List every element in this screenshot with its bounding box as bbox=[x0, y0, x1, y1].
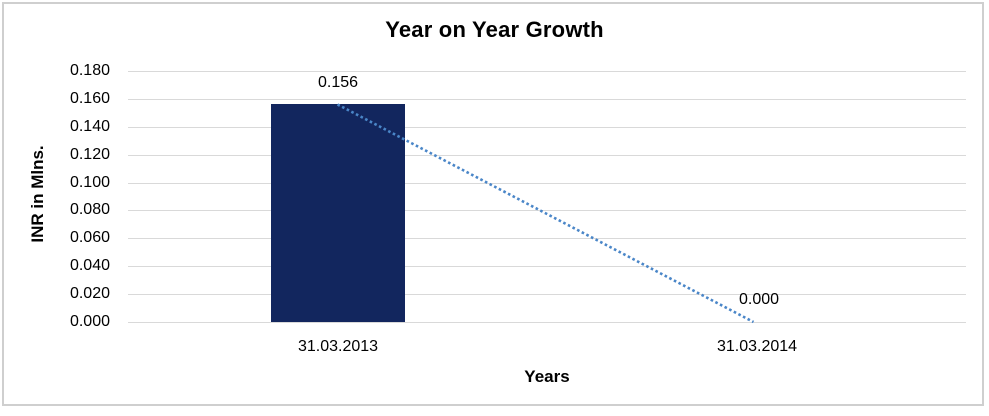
y-tick-label: 0.160 bbox=[69, 90, 110, 107]
data-label: 0.000 bbox=[738, 291, 780, 308]
y-tick-label: 0.140 bbox=[69, 118, 110, 135]
gridline bbox=[128, 294, 966, 295]
x-tick-label: 31.03.2014 bbox=[716, 338, 798, 355]
y-tick-label: 0.020 bbox=[69, 285, 110, 302]
y-tick-label: 0.080 bbox=[69, 201, 110, 218]
chart-frame bbox=[2, 2, 984, 406]
data-label: 0.156 bbox=[317, 74, 359, 91]
y-tick-label: 0.000 bbox=[69, 313, 110, 330]
y-tick-label: 0.040 bbox=[69, 257, 110, 274]
x-tick-label: 31.03.2013 bbox=[297, 338, 379, 355]
gridline bbox=[128, 155, 966, 156]
gridline bbox=[128, 266, 966, 267]
gridline bbox=[128, 71, 966, 72]
x-axis-title: Years bbox=[524, 367, 570, 386]
gridline bbox=[128, 99, 966, 100]
gridline bbox=[128, 322, 966, 323]
chart-title: Year on Year Growth bbox=[385, 17, 604, 42]
trendline bbox=[336, 103, 755, 324]
gridline bbox=[128, 183, 966, 184]
gridline bbox=[128, 210, 966, 211]
y-tick-label: 0.060 bbox=[69, 229, 110, 246]
gridline bbox=[128, 238, 966, 239]
bar-31.03.2013[interactable] bbox=[271, 104, 405, 322]
y-tick-label: 0.100 bbox=[69, 174, 110, 191]
y-tick-label: 0.120 bbox=[69, 146, 110, 163]
gridline bbox=[128, 127, 966, 128]
y-tick-label: 0.180 bbox=[69, 62, 110, 79]
